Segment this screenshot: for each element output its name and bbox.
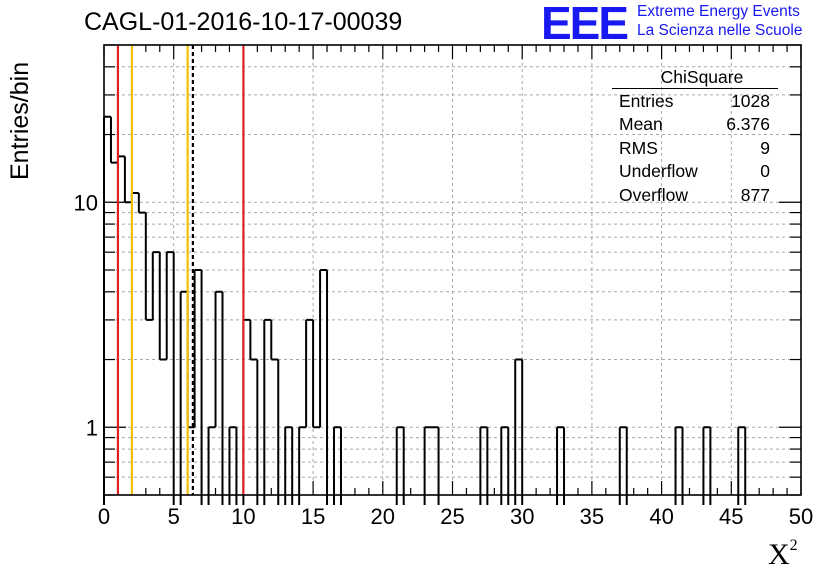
stats-divider bbox=[612, 88, 778, 89]
histogram-bin bbox=[306, 320, 313, 495]
stats-row-rms: RMS 9 bbox=[612, 137, 778, 160]
chart-title: CAGL-01-2016-10-17-00039 bbox=[84, 8, 403, 36]
histogram-bin bbox=[167, 252, 174, 495]
logo-line-2: La Scienza nelle Scuole bbox=[637, 22, 803, 39]
stats-value: 6.376 bbox=[726, 114, 770, 135]
x-tick-label: 0 bbox=[98, 504, 110, 529]
stats-row-mean: Mean 6.376 bbox=[612, 113, 778, 136]
x-axis-label-base: X bbox=[768, 538, 790, 571]
stats-row-underflow: Underflow 0 bbox=[612, 160, 778, 183]
histogram-bin bbox=[139, 213, 146, 495]
tick-labels: 0 5 10 15 20 25 30 35 40 45 50 1 10 bbox=[74, 190, 814, 529]
x-tick-label: 45 bbox=[719, 504, 743, 529]
x-tick-label: 20 bbox=[371, 504, 395, 529]
histogram-bin bbox=[320, 270, 327, 495]
x-tick-label: 50 bbox=[789, 504, 813, 529]
stats-label: Mean bbox=[619, 114, 663, 135]
stats-box: ChiSquare Entries 1028 Mean 6.376 RMS 9 Und… bbox=[612, 66, 778, 207]
logo-line-1: Extreme Energy Events bbox=[637, 3, 800, 20]
histogram-bin bbox=[195, 270, 202, 495]
histogram-bin bbox=[153, 252, 160, 495]
histogram-bin bbox=[264, 320, 271, 495]
stats-row-overflow: Overflow 877 bbox=[612, 184, 778, 207]
histogram-bin bbox=[146, 320, 153, 495]
histogram-bin bbox=[216, 292, 223, 495]
stats-value: 9 bbox=[760, 137, 770, 158]
stats-value: 1028 bbox=[731, 91, 770, 111]
plot-frame bbox=[103, 44, 802, 496]
stats-label: Underflow bbox=[619, 161, 698, 182]
stats-label: Entries bbox=[619, 91, 674, 111]
stats-row-entries: Entries 1028 bbox=[612, 90, 778, 113]
x-tick-label: 5 bbox=[168, 504, 180, 529]
stats-label: RMS bbox=[619, 137, 658, 158]
stats-value: 0 bbox=[760, 161, 770, 182]
x-tick-label: 15 bbox=[301, 504, 325, 529]
x-axis-label-sup: 2 bbox=[789, 537, 798, 554]
grid-lines bbox=[104, 44, 801, 496]
x-tick-label: 25 bbox=[440, 504, 464, 529]
x-tick-label: 30 bbox=[510, 504, 534, 529]
histogram-bin bbox=[104, 117, 111, 495]
eee-logo: EEE bbox=[541, 0, 629, 49]
y-tick-label: 10 bbox=[74, 190, 98, 215]
stats-label: Overflow bbox=[619, 184, 689, 205]
x-tick-label: 40 bbox=[649, 504, 673, 529]
x-axis-label: X2 bbox=[768, 537, 798, 572]
y-tick-label: 1 bbox=[86, 415, 98, 440]
stats-title: ChiSquare bbox=[660, 67, 744, 87]
x-tick-label: 35 bbox=[580, 504, 604, 529]
y-axis-label: Entries/bin bbox=[6, 61, 34, 180]
reference-lines bbox=[116, 45, 245, 495]
x-tick-label: 10 bbox=[231, 504, 255, 529]
stats-value: 877 bbox=[740, 184, 770, 205]
